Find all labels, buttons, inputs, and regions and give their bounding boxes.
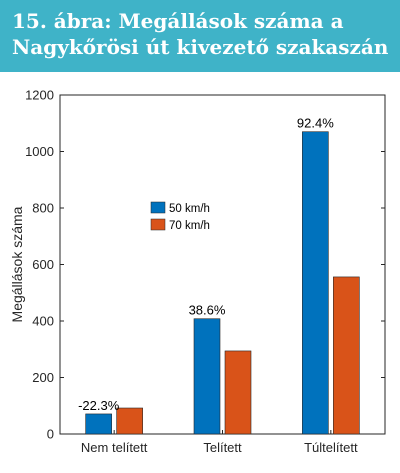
bar-annotation: 92.4%: [297, 116, 334, 131]
y-tick-label: 0: [47, 427, 54, 442]
plot-frame: [59, 94, 386, 435]
bar-series-70: [116, 407, 143, 435]
legend-label: 50 km/h: [169, 203, 210, 215]
x-tick-label: Túltelített: [304, 440, 358, 455]
legend-label: 70 km/h: [169, 220, 210, 232]
bar-series-50: [85, 413, 112, 435]
y-tick-label: 200: [32, 370, 54, 385]
x-tick-label: Nem telített: [81, 440, 148, 455]
y-tick-label: 600: [32, 257, 54, 272]
figure-caption-banner: 15. ábra: Megállások száma a Nagykőrösi …: [0, 0, 400, 72]
bar-series-50: [302, 131, 329, 435]
bar-series-50: [193, 318, 221, 435]
legend-swatch: [150, 218, 166, 231]
axes: 0 200 400 600 800 1000 1200 Megállások száma Nem…: [9, 88, 386, 455]
bar-chart: 0 200 400 600 800 1000 1200 Megállások száma Nem…: [9, 88, 386, 455]
legend: 50 km/h 70 km/h: [148, 197, 218, 233]
figure-caption: 15. ábra: Megállások száma a Nagykőrösi …: [12, 9, 389, 59]
y-axis-label: Megállások száma: [9, 206, 25, 322]
bar-annotation: -22.3%: [78, 398, 120, 413]
y-tick-label: 400: [32, 314, 54, 329]
y-tick-label: 1200: [25, 88, 54, 103]
y-tick-label: 800: [32, 201, 54, 216]
bar-series-70: [224, 350, 252, 435]
legend-swatch: [150, 201, 166, 214]
x-tick-label: Telített: [203, 440, 242, 455]
y-tick-label: 1000: [25, 144, 54, 159]
bar-annotation: 38.6%: [189, 303, 226, 318]
chart-container: 0 200 400 600 800 1000 1200 Megállások száma Nem…: [0, 72, 400, 468]
bars: [85, 131, 360, 435]
labels: -22.3% 38.6% 92.4%: [78, 116, 334, 413]
bar-series-70: [333, 276, 360, 435]
